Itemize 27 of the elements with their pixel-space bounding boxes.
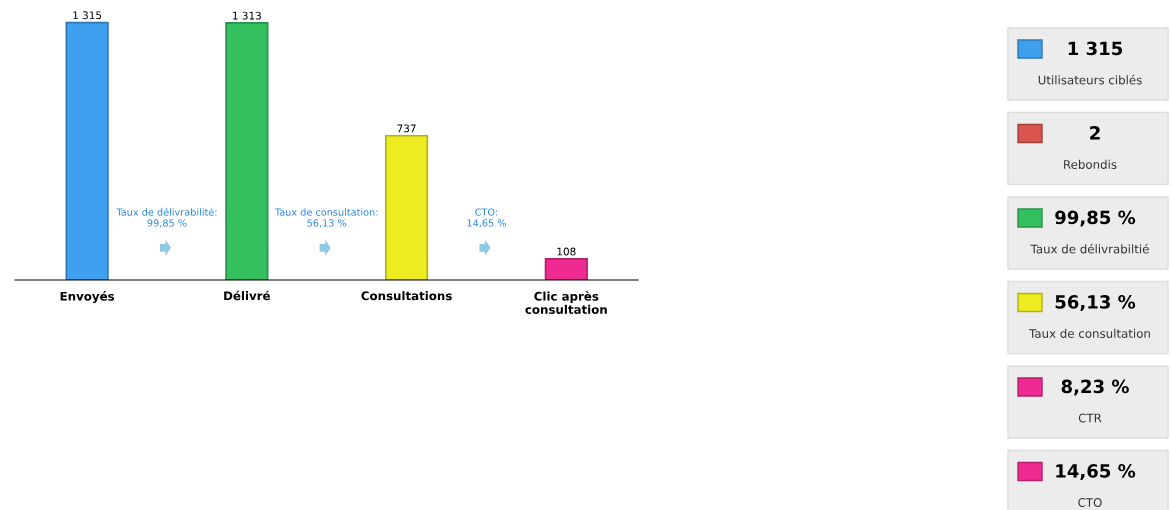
text: CTR xyxy=(1078,413,1102,423)
bar xyxy=(225,22,269,280)
x-tick-label: Clic après consultation xyxy=(525,291,607,314)
bar xyxy=(65,21,109,280)
bar xyxy=(544,258,588,280)
x-tick-label: Consultations xyxy=(361,291,452,301)
text: 1 315 xyxy=(1068,41,1123,56)
text: 14,65 % xyxy=(1056,464,1136,481)
text: CTO xyxy=(1078,498,1102,507)
text: 8,23 % xyxy=(1061,379,1129,396)
text: Taux de consultation xyxy=(1029,328,1150,338)
text: 99,85 % xyxy=(1055,210,1136,227)
x-tick-label: Délivré xyxy=(224,290,270,301)
data-label: 1 315 xyxy=(73,11,102,20)
annotation: Taux de consultation: 56,13 % xyxy=(274,208,378,228)
bar xyxy=(384,134,429,280)
annotation: CTO: 14,65 % xyxy=(467,208,506,228)
text: Utilisateurs ciblés xyxy=(1038,74,1142,85)
annotation: Taux de délivrabilité: 99,85 % xyxy=(116,207,217,228)
text: Rebondis xyxy=(1064,159,1117,169)
data-label: 737 xyxy=(397,124,416,133)
data-label: 1 313 xyxy=(233,11,261,20)
text: 2 xyxy=(1090,126,1100,140)
data-label: 108 xyxy=(557,247,576,256)
text: Taux de délivrabiltié xyxy=(1030,243,1149,254)
x-tick-label: Envoyés xyxy=(60,291,115,304)
text: 56,13 % xyxy=(1055,295,1136,312)
